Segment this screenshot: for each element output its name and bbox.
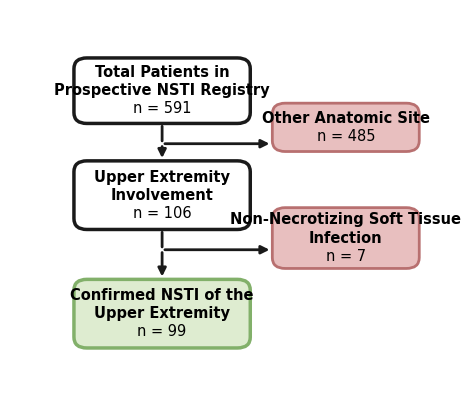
Text: Infection: Infection: [309, 230, 383, 245]
Text: n = 99: n = 99: [137, 324, 187, 339]
FancyBboxPatch shape: [272, 103, 419, 151]
Text: n = 591: n = 591: [133, 101, 191, 116]
FancyBboxPatch shape: [74, 58, 250, 124]
Text: Total Patients in: Total Patients in: [95, 65, 229, 80]
Text: Upper Extremity: Upper Extremity: [94, 170, 230, 185]
Text: Non-Necrotizing Soft Tissue: Non-Necrotizing Soft Tissue: [230, 213, 461, 228]
FancyBboxPatch shape: [74, 161, 250, 230]
Text: Confirmed NSTI of the: Confirmed NSTI of the: [70, 288, 254, 303]
Text: Other Anatomic Site: Other Anatomic Site: [262, 111, 430, 126]
FancyBboxPatch shape: [74, 279, 250, 348]
Text: n = 7: n = 7: [326, 249, 366, 264]
Text: n = 106: n = 106: [133, 206, 191, 221]
Text: Prospective NSTI Registry: Prospective NSTI Registry: [55, 83, 270, 98]
Text: Involvement: Involvement: [110, 188, 214, 202]
Text: Upper Extremity: Upper Extremity: [94, 306, 230, 321]
FancyBboxPatch shape: [272, 208, 419, 269]
Text: n = 485: n = 485: [317, 129, 375, 144]
